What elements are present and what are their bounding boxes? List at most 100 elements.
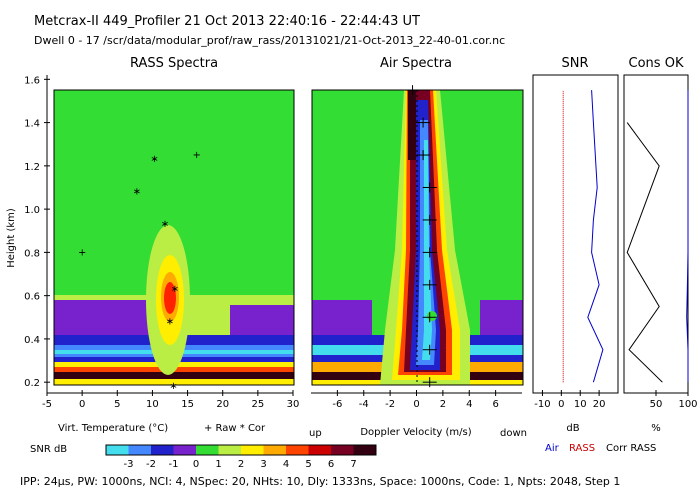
rass-contours bbox=[54, 225, 294, 385]
x-tick-label: 20 bbox=[216, 399, 229, 410]
colorbar-frame bbox=[105, 444, 377, 456]
cons-x-axis: 50 100 bbox=[624, 390, 698, 410]
colorbar-tick-label: 6 bbox=[328, 459, 334, 470]
x-tick-label: 2 bbox=[440, 399, 446, 410]
x-tick-label: -2 bbox=[385, 399, 395, 410]
cons-lines bbox=[626, 90, 689, 383]
rass-spectra-panel: ∗ ∗ ∗ ∗ ∗ ∗ + + -5 0 5 10 15 20 25 30 0.2 0.4 0.6 0.8 1.0 1… bbox=[24, 75, 299, 410]
snr-lines bbox=[562, 90, 604, 383]
x-tick-label: 20 bbox=[593, 399, 606, 410]
snr-x-axis: -10 0 10 20 bbox=[533, 390, 618, 410]
air-peak-markers bbox=[405, 85, 437, 388]
cons-ok-panel: 50 100 bbox=[623, 74, 698, 410]
colorbar-tick-label: 2 bbox=[238, 459, 244, 470]
air-x-label: Doppler Velocity (m/s) bbox=[360, 427, 471, 438]
x-tick-label: -5 bbox=[42, 399, 52, 410]
x-tick-label: 4 bbox=[466, 399, 472, 410]
cor-marker: ∗ bbox=[171, 284, 179, 295]
colorbar-tick-label: 4 bbox=[283, 459, 289, 470]
air-x-label-up: up bbox=[309, 428, 322, 439]
series-line-air bbox=[686, 90, 689, 383]
y-tick-label: 1.2 bbox=[24, 162, 40, 173]
height-y-axis: 0.2 0.4 0.6 0.8 1.0 1.2 1.4 1.6 bbox=[24, 75, 50, 393]
snr-panel-title: SNR bbox=[561, 56, 588, 71]
x-tick-label: 10 bbox=[574, 399, 587, 410]
rass-markers: ∗ ∗ ∗ ∗ ∗ ∗ + + bbox=[78, 150, 201, 392]
y-tick-label: 1.4 bbox=[24, 119, 40, 130]
colorbar-tick-label: -2 bbox=[146, 459, 156, 470]
footer-params: IPP: 24µs, PW: 1000ns, NCI: 4, NSpec: 20… bbox=[20, 475, 620, 488]
cor-marker: ∗ bbox=[150, 154, 158, 165]
x-tick-label: 5 bbox=[114, 399, 120, 410]
colorbar-swatch bbox=[241, 445, 264, 455]
y-tick-label: 1.0 bbox=[24, 205, 40, 216]
colorbar-tick-label: 0 bbox=[193, 459, 199, 470]
y-tick-label: 0.4 bbox=[24, 335, 40, 346]
raw-marker: + bbox=[78, 247, 86, 258]
colorbar-tick-label: -3 bbox=[124, 459, 134, 470]
x-tick-label: 0 bbox=[558, 399, 564, 410]
air-panel-title: Air Spectra bbox=[380, 56, 452, 71]
rass-x-label: Virt. Temperature (°C) bbox=[58, 423, 168, 434]
colorbar-swatch bbox=[218, 445, 241, 455]
colorbar-swatch bbox=[106, 445, 129, 455]
legend-corr-rass: Corr RASS bbox=[606, 443, 656, 454]
y-tick-label: 1.6 bbox=[24, 75, 40, 86]
snr-panel: -10 0 10 20 bbox=[532, 74, 619, 410]
cor-marker: ∗ bbox=[166, 316, 174, 327]
snr-x-label: dB bbox=[566, 423, 579, 434]
legend-air: Air bbox=[545, 443, 560, 454]
colorbar-label: SNR dB bbox=[30, 444, 67, 455]
colorbar-swatch bbox=[331, 445, 354, 455]
snr-colorbar: -3 -2 -1 0 1 2 3 4 5 6 7 bbox=[105, 444, 377, 470]
colorbar-tick-label: 5 bbox=[305, 459, 311, 470]
x-tick-label: 25 bbox=[251, 399, 264, 410]
x-tick-label: -10 bbox=[534, 399, 550, 410]
snr-frame bbox=[532, 74, 619, 394]
y-tick-label: 0.6 bbox=[24, 292, 40, 303]
x-tick-label: 50 bbox=[650, 399, 663, 410]
cons-panel-title: Cons OK bbox=[629, 56, 684, 71]
cor-marker: ∗ bbox=[169, 381, 177, 392]
x-tick-label: 10 bbox=[146, 399, 159, 410]
x-tick-label: 30 bbox=[287, 399, 300, 410]
x-tick-label: 0 bbox=[79, 399, 85, 410]
rass-x-axis: -5 0 5 10 15 20 25 30 bbox=[42, 390, 299, 410]
figure-title: Metcrax-II 449_Profiler 21 Oct 2013 22:4… bbox=[34, 14, 420, 29]
y-axis-label: Height (km) bbox=[6, 208, 17, 268]
y-tick-label: 0.8 bbox=[24, 248, 40, 259]
colorbar-tick-label: 7 bbox=[350, 459, 356, 470]
dwell-line: Dwell 0 - 17 /scr/data/modular_prof/raw_… bbox=[34, 34, 505, 47]
x-tick-label: -6 bbox=[332, 399, 342, 410]
colorbar-swatch bbox=[286, 445, 309, 455]
x-tick-label: 15 bbox=[181, 399, 194, 410]
rass-panel-title: RASS Spectra bbox=[130, 56, 218, 71]
air-x-axis: -6 -4 -2 0 2 4 6 bbox=[311, 390, 522, 410]
legend-rass: RASS bbox=[569, 443, 595, 454]
colorbar-swatch bbox=[151, 445, 174, 455]
series-line-corr-rass bbox=[626, 122, 663, 383]
colorbar-tick-label: 3 bbox=[260, 459, 266, 470]
rass-legend-text: + Raw * Cor bbox=[204, 423, 266, 434]
rass-frame bbox=[53, 89, 295, 386]
colorbar-swatch bbox=[308, 445, 331, 455]
cor-marker: ∗ bbox=[133, 186, 141, 197]
colorbar-swatch bbox=[173, 445, 196, 455]
y-tick-label: 0.2 bbox=[24, 378, 40, 389]
air-x-label-down: down bbox=[500, 428, 527, 439]
series-line-air bbox=[587, 90, 604, 383]
colorbar-swatch bbox=[353, 445, 376, 455]
air-spectra-panel: -6 -4 -2 0 2 4 6 bbox=[311, 85, 524, 410]
colorbar-tick-label: -1 bbox=[169, 459, 179, 470]
cons-x-label: % bbox=[651, 423, 661, 434]
x-tick-label: 6 bbox=[492, 399, 498, 410]
cor-marker: ∗ bbox=[161, 219, 169, 230]
colorbar-tick-label: 1 bbox=[215, 459, 221, 470]
x-tick-label: 100 bbox=[678, 399, 697, 410]
colorbar-swatch bbox=[128, 445, 151, 455]
colorbar-swatch bbox=[263, 445, 286, 455]
air-contours bbox=[312, 90, 523, 385]
x-tick-label: -4 bbox=[359, 399, 369, 410]
colorbar-swatch bbox=[196, 445, 219, 455]
